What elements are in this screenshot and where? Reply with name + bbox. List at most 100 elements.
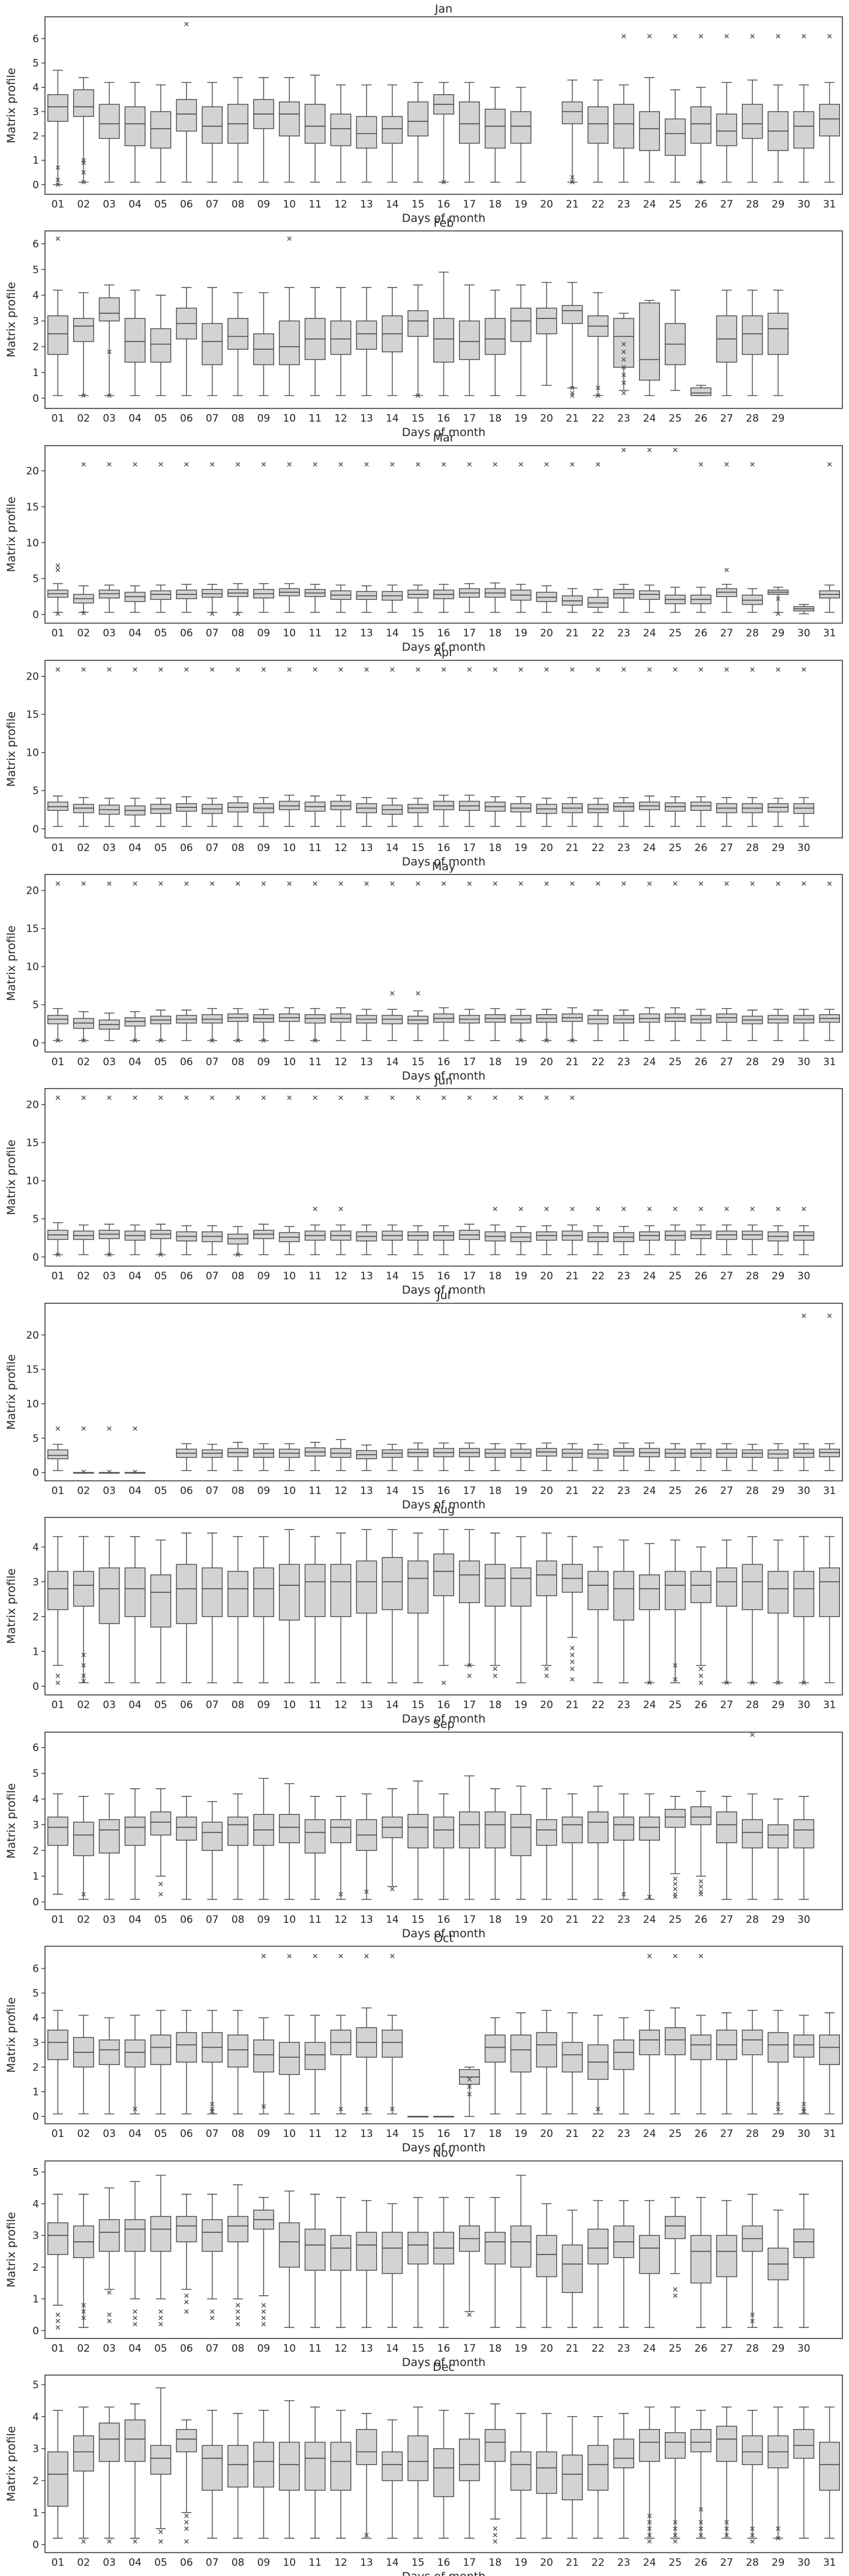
x-tick-label: 14	[386, 2557, 399, 2569]
outlier-marker	[209, 462, 215, 467]
box	[227, 2034, 248, 2068]
outlier-point	[570, 881, 575, 886]
x-tick-label: 04	[128, 413, 142, 425]
outlier-marker	[338, 1207, 343, 1212]
x-tick-label: 18	[488, 413, 502, 425]
outlier-marker	[107, 462, 112, 467]
x-tick-label: 13	[360, 1699, 373, 1711]
outlier-point	[390, 1886, 395, 1892]
y-tick-label: 1	[32, 155, 39, 167]
box	[587, 1811, 609, 1844]
x-tick-label: 10	[283, 199, 296, 211]
y-tick-label: 20	[26, 1099, 39, 1111]
x-tick-label: 22	[592, 1056, 605, 1068]
y-tick-label: 20	[26, 1330, 39, 1342]
x-tick-label: 05	[154, 2128, 167, 2140]
outlier-point	[493, 2539, 497, 2544]
outlier-point	[621, 447, 626, 452]
box	[716, 2425, 737, 2462]
outlier-marker	[518, 881, 523, 886]
outlier-marker	[235, 667, 241, 672]
box	[458, 1811, 480, 1848]
outlier-point	[621, 349, 626, 354]
outlier-point	[133, 667, 137, 672]
x-tick-label: 20	[540, 2343, 553, 2355]
outlier-marker	[158, 1881, 163, 1886]
outlier-point	[724, 2532, 729, 2538]
box	[278, 1814, 300, 1844]
x-tick-label: 04	[128, 1914, 142, 1926]
x-tick-label: 15	[412, 842, 425, 854]
x-tick-label: 11	[308, 627, 322, 639]
outlier-point	[596, 385, 601, 390]
outlier-point	[673, 1886, 678, 1892]
box	[47, 2222, 68, 2255]
box	[819, 104, 840, 137]
y-tick-label: 0	[32, 1896, 39, 1908]
x-tick-label: 21	[566, 627, 579, 639]
y-tick-label: 15	[26, 1364, 39, 1376]
outlier-point	[55, 177, 61, 182]
box	[458, 320, 480, 360]
outlier-marker	[570, 393, 575, 398]
outlier-marker	[801, 667, 806, 672]
x-tick-label: 14	[386, 2128, 399, 2140]
outlier-marker	[55, 2325, 61, 2330]
outlier-point	[698, 1666, 703, 1672]
x-tick-label: 12	[334, 2343, 347, 2355]
x-tick-label: 20	[540, 627, 553, 639]
box	[742, 2435, 763, 2466]
outlier-marker	[158, 2529, 163, 2535]
x-tick-label: 31	[823, 199, 836, 211]
x-tick-label: 08	[232, 1699, 245, 1711]
box	[690, 1571, 712, 1603]
outlier-point	[621, 342, 626, 347]
y-tick-label: 10	[26, 537, 39, 549]
outlier-marker	[518, 667, 523, 672]
outlier-marker	[570, 1645, 575, 1651]
outlier-marker	[364, 462, 369, 467]
x-tick-label: 18	[488, 2557, 502, 2569]
outlier-marker	[518, 1207, 523, 1212]
outlier-point	[570, 1207, 575, 1212]
x-tick-label: 18	[488, 1270, 502, 1282]
box	[253, 2442, 274, 2488]
outlier-marker	[673, 667, 678, 672]
outlier-point	[673, 1953, 678, 1959]
x-tick-label: 27	[720, 1699, 733, 1711]
box	[510, 2225, 532, 2268]
x-tick-label: 08	[232, 413, 245, 425]
box	[73, 89, 94, 117]
outlier-point	[698, 1884, 703, 1889]
outlier-point	[801, 1207, 806, 1212]
outlier-point	[390, 1095, 395, 1100]
outlier-marker	[209, 1095, 215, 1100]
x-tick-label: 21	[566, 1485, 579, 1497]
x-tick-label: 03	[103, 2343, 116, 2355]
y-tick-label: 5	[32, 2379, 39, 2391]
outlier-point	[647, 34, 652, 39]
box	[690, 106, 712, 144]
x-tick-label: 19	[514, 1699, 527, 1711]
outlier-point	[158, 1038, 163, 1043]
outlier-marker	[133, 2309, 137, 2314]
y-tick-label: 15	[26, 923, 39, 935]
outlier-marker	[621, 667, 626, 672]
outlier-point	[158, 1892, 163, 1896]
x-tick-label: 07	[206, 2343, 219, 2355]
box	[150, 2034, 172, 2066]
x-tick-label: 25	[669, 2557, 682, 2569]
x-tick-label: 26	[694, 413, 707, 425]
x-tick-label: 01	[52, 1485, 65, 1497]
x-tick-label: 22	[592, 2343, 605, 2355]
outlier-point	[750, 462, 755, 467]
box	[304, 2442, 326, 2491]
outlier-marker	[544, 1673, 549, 1678]
x-tick-label: 17	[463, 199, 476, 211]
outlier-point	[724, 34, 729, 39]
outlier-point	[209, 881, 215, 886]
outlier-point	[107, 393, 112, 398]
y-tick-label: 5	[32, 573, 39, 585]
box	[382, 2451, 403, 2481]
